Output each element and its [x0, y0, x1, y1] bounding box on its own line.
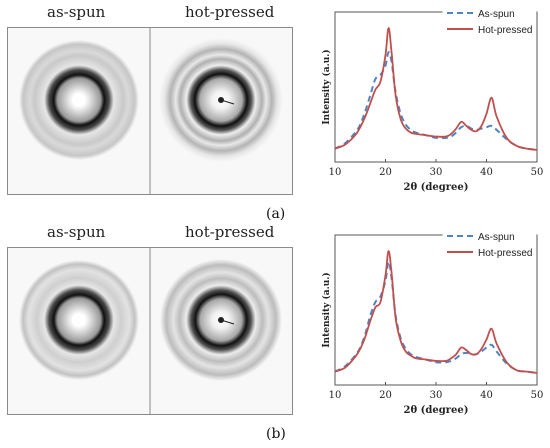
xrd-chart-b: Intensity (a.u.) 10 20 30 40 50 2θ (degree) As-… [321, 226, 544, 416]
x-tick-label: 20 [379, 390, 392, 401]
x-tick-label: 40 [480, 390, 493, 401]
xrd-pattern-panel-a [7, 27, 293, 195]
xrd-label-as-spun-a: as-spun [47, 3, 106, 21]
x-tick-label: 10 [329, 390, 342, 401]
series-line-hot-pressed [334, 250, 538, 374]
series-line-as-spun [334, 51, 538, 151]
legend-label: As-spun [478, 232, 515, 243]
legend: As-spun Hot-pressed [442, 226, 537, 262]
legend: As-spun Hot-pressed [442, 3, 537, 39]
x-tick-label: 30 [430, 390, 443, 401]
legend-box [442, 226, 537, 262]
legend-label: Hot-pressed [478, 25, 532, 36]
legend-label: As-spun [478, 9, 515, 20]
caption-a: (a) [266, 206, 286, 222]
xrd-chart-a: Intensity (a.u.) 10 20 30 40 50 2θ (degree) As-… [321, 3, 544, 193]
series-line-as-spun [334, 260, 538, 374]
xrd-label-as-spun-b: as-spun [47, 223, 106, 241]
caption-b: (b) [266, 426, 286, 442]
x-tick-label: 20 [379, 167, 392, 178]
y-axis-label: Intensity (a.u.) [321, 49, 332, 124]
x-axis-label: 2θ (degree) [404, 405, 469, 416]
y-axis-label: Intensity (a.u.) [321, 272, 332, 347]
legend-box [442, 3, 537, 39]
legend-label: Hot-pressed [478, 248, 532, 259]
x-axis-label: 2θ (degree) [404, 182, 469, 193]
x-tick-label: 50 [531, 167, 544, 178]
x-tick-label: 40 [480, 167, 493, 178]
xrd-label-hot-pressed-b: hot-pressed [185, 223, 275, 241]
x-tick-label: 30 [430, 167, 443, 178]
x-tick-label: 50 [531, 390, 544, 401]
xrd-pattern-panel-b [7, 247, 293, 415]
series-line-hot-pressed [334, 27, 538, 151]
x-tick-label: 10 [329, 167, 342, 178]
xrd-label-hot-pressed-a: hot-pressed [185, 3, 275, 21]
